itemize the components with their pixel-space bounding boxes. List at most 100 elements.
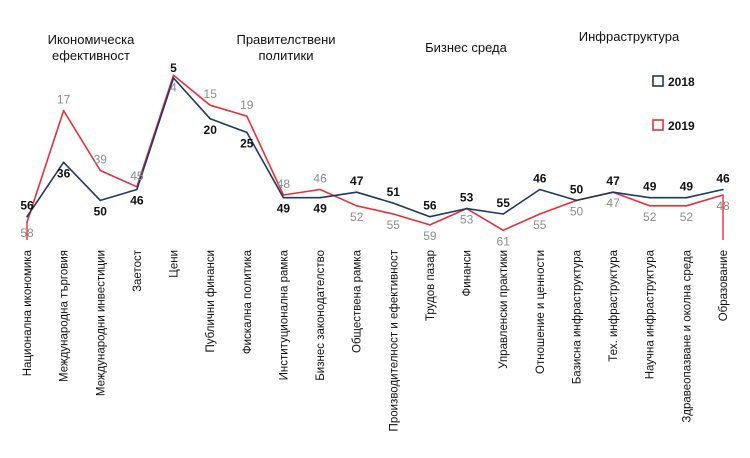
data-label-2018-8: 49 bbox=[277, 202, 291, 216]
category-label-8: Институционална рамка bbox=[278, 249, 290, 380]
point-2019-9 bbox=[319, 188, 321, 191]
data-label-2018-20: 46 bbox=[716, 172, 730, 186]
point-2018-8 bbox=[282, 196, 285, 199]
group-heading-1-line-1: Икономическа bbox=[48, 32, 135, 47]
data-label-2018-14: 55 bbox=[497, 196, 511, 210]
data-label-2019-17: 47 bbox=[606, 196, 620, 210]
data-label-2019-6: 15 bbox=[204, 87, 218, 101]
point-2019-19 bbox=[685, 205, 688, 207]
point-2018-5 bbox=[172, 77, 175, 79]
data-label-2019-15: 55 bbox=[533, 218, 547, 232]
data-label-2018-5: 5 bbox=[170, 61, 177, 75]
category-label-10: Обществена рамка bbox=[352, 249, 364, 353]
category-label-11: Производителност и ефективност bbox=[388, 249, 400, 431]
data-label-2018-10: 47 bbox=[350, 174, 364, 188]
category-label-13: Финанси bbox=[462, 250, 474, 296]
point-2019-14 bbox=[502, 229, 505, 232]
data-label-2019-18: 52 bbox=[643, 210, 657, 224]
point-2018-3 bbox=[99, 199, 102, 202]
data-label-2018-17: 47 bbox=[606, 174, 620, 188]
point-2018-14 bbox=[502, 213, 505, 215]
data-label-2019-20: 48 bbox=[716, 199, 730, 213]
point-2019-10 bbox=[355, 205, 358, 207]
data-label-2018-13: 53 bbox=[460, 191, 474, 205]
point-2018-13 bbox=[465, 207, 468, 210]
data-label-2019-5: 4 bbox=[170, 80, 177, 94]
group-heading-2-line-1: Правителствени bbox=[236, 32, 335, 47]
point-2018-10 bbox=[355, 191, 358, 193]
point-2018-20 bbox=[722, 188, 724, 191]
point-2018-16 bbox=[575, 199, 578, 202]
data-label-2018-9: 49 bbox=[313, 202, 327, 216]
group-heading-2-line-2: политики bbox=[259, 48, 314, 63]
category-label-20: Образование bbox=[718, 250, 730, 321]
point-2018-6 bbox=[209, 118, 211, 120]
point-2018-2 bbox=[62, 161, 65, 164]
data-label-2019-9: 46 bbox=[313, 172, 327, 186]
point-2018-17 bbox=[612, 191, 614, 193]
point-2019-12 bbox=[429, 224, 431, 226]
point-2019-5 bbox=[172, 74, 175, 77]
legend-marker-2019 bbox=[652, 119, 664, 131]
point-2018-19 bbox=[685, 196, 688, 199]
category-label-9: Бизнес законодателство bbox=[315, 250, 327, 381]
data-label-2018-4: 46 bbox=[130, 194, 144, 208]
group-heading-3: Бизнес среда bbox=[425, 40, 508, 55]
point-2019-2 bbox=[62, 109, 65, 112]
group-heading-4: Инфраструктура bbox=[579, 29, 680, 44]
legend-label-2019: 2019 bbox=[668, 119, 695, 133]
data-label-2018-3: 50 bbox=[94, 204, 108, 218]
category-label-2: Международна търговия bbox=[59, 250, 71, 382]
category-label-17: Тех. инфраструктура bbox=[608, 249, 620, 361]
data-label-2019-8: 48 bbox=[277, 177, 291, 191]
series-line-2018 bbox=[26, 77, 724, 218]
point-2019-15 bbox=[539, 213, 541, 215]
point-2018-7 bbox=[246, 131, 248, 134]
data-label-2018-11: 51 bbox=[387, 185, 401, 199]
data-label-2019-16: 50 bbox=[570, 204, 584, 218]
point-2018-11 bbox=[392, 202, 395, 204]
point-2019-11 bbox=[392, 213, 395, 215]
point-2019-18 bbox=[648, 205, 651, 207]
point-2018-4 bbox=[136, 188, 138, 191]
series-lines bbox=[26, 74, 724, 240]
data-label-2019-2: 17 bbox=[57, 93, 71, 107]
data-label-2018-6: 20 bbox=[204, 123, 218, 137]
category-label-16: Базисна инфраструктура bbox=[572, 249, 584, 384]
data-label-2018-19: 49 bbox=[680, 180, 694, 194]
point-2019-7 bbox=[246, 115, 248, 117]
data-label-2019-19: 52 bbox=[680, 210, 694, 224]
data-label-2019-3: 39 bbox=[94, 153, 108, 167]
point-2019-6 bbox=[209, 104, 211, 106]
data-label-2018-16: 50 bbox=[570, 182, 584, 196]
data-label-2019-13: 53 bbox=[460, 213, 474, 227]
legend: 2018 2019 bbox=[652, 75, 695, 133]
category-label-3: Международни инвестиции bbox=[95, 250, 107, 396]
point-2018-15 bbox=[539, 188, 541, 191]
category-label-1: Национална икономика bbox=[22, 249, 34, 376]
data-label-2019-14: 61 bbox=[497, 234, 511, 248]
category-labels: Национална икономика Международна търгови… bbox=[22, 249, 730, 431]
category-label-18: Научна инфраструктура bbox=[645, 249, 657, 379]
data-label-2018-15: 46 bbox=[533, 172, 547, 186]
data-label-2018-18: 49 bbox=[643, 180, 657, 194]
point-2019-3 bbox=[99, 169, 102, 172]
data-label-2019-1: 58 bbox=[20, 226, 34, 240]
data-labels: 56 58 36 17 50 39 46 45 5 4 20 15 25 19 49 48 49 46 47 52 51… bbox=[20, 61, 730, 248]
group-heading-1-line-2: ефективност bbox=[52, 48, 130, 63]
category-label-4: Заетост bbox=[132, 249, 144, 292]
category-label-15: Отношение и ценности bbox=[535, 250, 547, 374]
category-label-14: Управленски практики bbox=[498, 250, 510, 369]
data-label-2019-12: 59 bbox=[423, 229, 437, 243]
category-label-6: Публични финанси bbox=[205, 250, 217, 352]
data-label-2019-11: 55 bbox=[387, 218, 401, 232]
data-label-2018-1: 56 bbox=[20, 199, 34, 213]
data-label-2018-12: 56 bbox=[423, 199, 437, 213]
legend-marker-2018 bbox=[652, 75, 664, 87]
category-label-5: Цени bbox=[169, 250, 181, 278]
category-label-12: Трудов пазар bbox=[425, 250, 437, 321]
category-label-7: Фискална политика bbox=[242, 249, 254, 354]
point-2018-1 bbox=[26, 215, 28, 218]
